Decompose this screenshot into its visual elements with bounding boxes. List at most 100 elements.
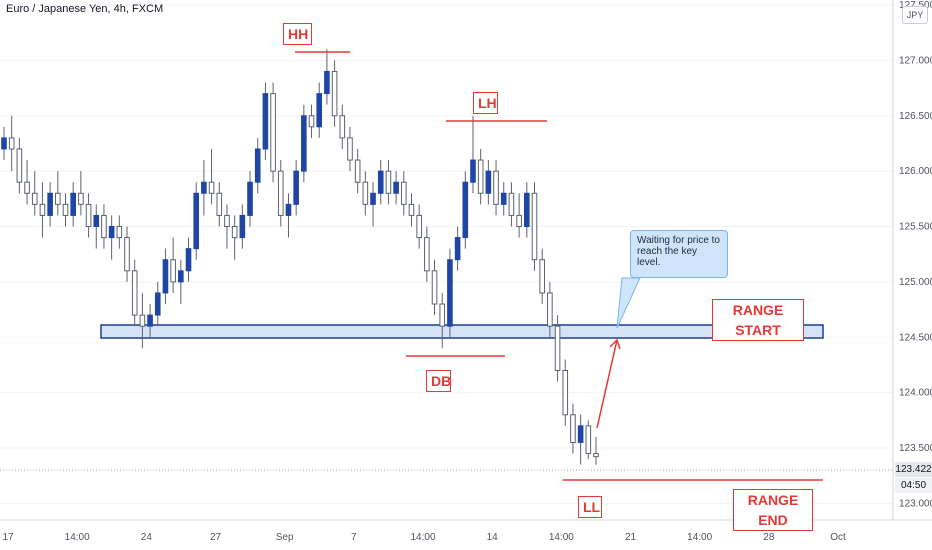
price-axis[interactable]: 127.500 127.000 126.500 126.000 125.500 125.0… — [899, 0, 932, 509]
time-tick-label: 28 — [763, 532, 775, 543]
candle-body — [462, 181, 469, 239]
candle-body — [162, 259, 169, 294]
candle-body — [316, 93, 323, 128]
candle-body — [339, 115, 346, 139]
candle-body — [324, 70, 330, 95]
time-tick-label: 21 — [625, 532, 637, 543]
price-tick-label: 124.000 — [899, 388, 932, 399]
price-tick-label: 126.500 — [899, 111, 932, 122]
candle-body — [470, 159, 476, 183]
last-price-tag: 123.422 — [895, 462, 932, 477]
candle-body — [439, 303, 446, 327]
candle-body — [254, 148, 261, 183]
candle-body — [270, 93, 276, 172]
candle-body — [101, 214, 107, 239]
time-tick-label: 14:00 — [549, 532, 574, 543]
candle-body — [70, 192, 77, 216]
candle-body — [208, 181, 215, 194]
candle-body — [178, 270, 184, 283]
candle-body — [216, 192, 223, 216]
candle-body — [185, 248, 192, 272]
candle-body — [108, 226, 115, 239]
candle-body — [523, 192, 530, 228]
candle-body — [262, 93, 269, 150]
candle-body — [354, 159, 361, 183]
candle-body — [500, 192, 507, 205]
time-tick-label: Sep — [276, 532, 294, 543]
candle-body — [285, 203, 292, 216]
candle-body — [239, 214, 246, 239]
candle-body — [477, 159, 484, 194]
candle-body — [293, 170, 299, 205]
candle-body — [308, 115, 315, 128]
price-tick-label: 123.500 — [899, 443, 932, 454]
candle-body — [124, 237, 130, 272]
candle-body — [508, 192, 515, 216]
db-label: DB — [426, 370, 451, 392]
candle-body — [193, 192, 200, 250]
candle-body — [277, 170, 284, 216]
candle-body — [331, 70, 338, 117]
candle-body — [170, 259, 176, 283]
arrow-head-icon — [609, 338, 621, 350]
candle-body — [201, 181, 207, 194]
candle-body — [493, 170, 499, 205]
candle-body — [47, 192, 53, 216]
currency-button[interactable]: JPY — [902, 6, 928, 24]
hh-label: HH — [283, 23, 312, 45]
candle-body — [570, 414, 576, 443]
price-tick-label: 123.000 — [899, 498, 932, 509]
candle-body — [562, 369, 569, 416]
time-tick-label: 14 — [487, 532, 499, 543]
candle-body — [424, 237, 430, 272]
candle-body — [531, 192, 538, 261]
price-tick-label: 126.000 — [899, 166, 932, 177]
candle-body — [400, 181, 407, 205]
time-tick-label: Oct — [830, 532, 846, 543]
candle-body — [139, 314, 146, 327]
key-level-zone[interactable] — [100, 324, 824, 339]
price-tick-label: 125.000 — [899, 277, 932, 288]
time-tick-label: 27 — [210, 532, 222, 543]
candle-body — [16, 148, 23, 183]
candle-body — [131, 270, 138, 316]
candle-body — [247, 181, 253, 216]
candle-body — [577, 425, 584, 443]
candle-body — [24, 181, 30, 194]
range-start-label: RANGE START — [712, 299, 804, 341]
candle-body — [431, 270, 438, 305]
time-tick-label: 14:00 — [65, 532, 90, 543]
countdown-tag: 04:50 — [895, 478, 932, 493]
price-tick-label: 124.500 — [899, 332, 932, 343]
price-tick-label: 127.500 — [899, 0, 932, 11]
candle-body — [385, 170, 392, 194]
time-tick-label: 24 — [141, 532, 153, 543]
candle-body — [224, 214, 230, 228]
candle-body — [408, 203, 415, 216]
candle-body — [147, 314, 153, 327]
price-tick-label: 127.000 — [899, 55, 932, 66]
chart-title: Euro / Japanese Yen, 4h, FXCM — [6, 3, 164, 15]
time-tick-label: 14:00 — [410, 532, 435, 543]
candle-body — [516, 214, 522, 228]
candle-body — [393, 181, 399, 194]
lh-label: LH — [473, 92, 498, 114]
time-tick-label: 17 — [2, 532, 14, 543]
candle-body — [547, 292, 553, 327]
candle-body — [78, 192, 84, 205]
candle-body — [416, 214, 422, 239]
time-tick-label: 14:00 — [687, 532, 712, 543]
candle-body — [447, 259, 453, 327]
candle-body — [377, 170, 384, 194]
candle-body — [62, 203, 69, 216]
candle-body — [454, 237, 461, 261]
candle-body — [8, 137, 15, 150]
price-tick-label: 125.500 — [899, 222, 932, 233]
candle-body — [362, 181, 369, 205]
callout-note: Waiting for price to reach the key level… — [630, 230, 728, 278]
projection-arrow — [596, 339, 618, 429]
time-axis[interactable]: 17 14:00 24 27 Sep 7 14:00 14 14:00 21 14:00 28 Oct — [2, 532, 846, 543]
ll-label: LL — [578, 496, 602, 518]
